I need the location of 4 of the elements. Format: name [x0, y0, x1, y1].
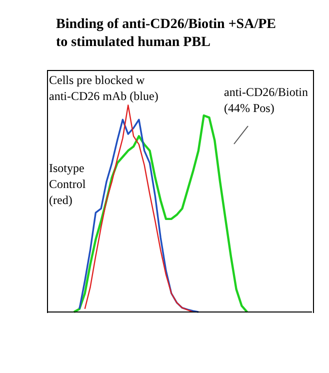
chart-title: Binding of anti-CD26/Biotin +SA/PE to stimulated human PBL — [56, 16, 276, 52]
annotation: Isotype Control (red) — [49, 160, 86, 208]
text: Cells pre blocked w anti-CD26 mAb (blue) — [49, 72, 158, 104]
annotation: anti-CD26/Biotin (44% Pos) — [224, 84, 308, 116]
